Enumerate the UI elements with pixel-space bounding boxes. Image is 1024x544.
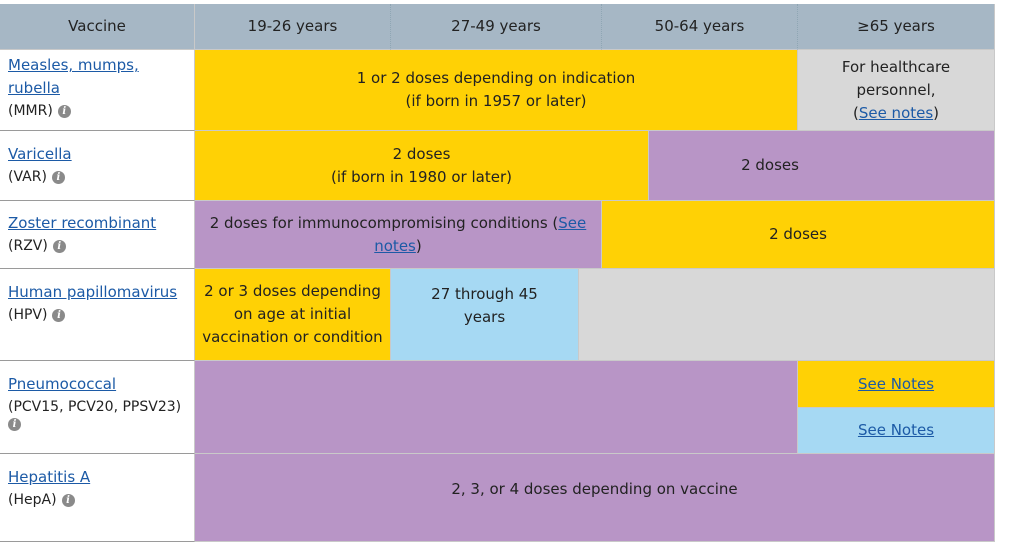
- hepa-abbr: (HepA) i: [8, 489, 75, 511]
- mmr-main-line1: 1 or 2 doses depending on indication: [356, 69, 636, 87]
- varicella-abbr-text: (VAR): [8, 169, 47, 185]
- zoster-immunocompromised-cell: 2 doses for immunocompromising condition…: [195, 201, 602, 269]
- hepa-dose-cell: 2, 3, or 4 doses depending on vaccine: [195, 454, 995, 542]
- pneumococcal-info: i: [8, 418, 21, 431]
- mmr-side-line2: personnel,: [856, 80, 936, 99]
- hpv-dose-cell-blue: 27 through 45 years: [391, 269, 579, 361]
- varicella-abbr: (VAR) i: [8, 166, 65, 188]
- mmr-link[interactable]: Measles, mumps, rubella: [8, 54, 139, 100]
- zoster-left-close: ): [415, 236, 422, 255]
- pneumococcal-see-notes-yellow[interactable]: See Notes: [857, 374, 935, 393]
- vaccine-name-pneumococcal: Pneumococcal (PCV15, PCV20, PPSV23) i: [0, 361, 195, 454]
- zoster-dose-cell: 2 doses: [602, 201, 995, 269]
- mmr-name-line2: rubella: [8, 79, 60, 97]
- mmr-side-close: ): [933, 103, 940, 122]
- header-age-65-plus: ≥65 years: [798, 4, 995, 50]
- header-vaccine: Vaccine: [0, 4, 195, 50]
- zoster-see-link[interactable]: See: [558, 213, 587, 232]
- varicella-dose-cell-yellow: 2 doses (if born in 1980 or later): [195, 131, 649, 201]
- hepa-link[interactable]: Hepatitis A: [8, 468, 91, 486]
- mmr-abbr-text: (MMR): [8, 103, 53, 119]
- hpv-abbr: (HPV) i: [8, 304, 66, 326]
- pneumococcal-blue-cell: See Notes: [798, 408, 995, 454]
- pneumococcal-yellow-cell: See Notes: [798, 361, 995, 408]
- mmr-65-cell: For healthcare personnel, (See notes): [798, 50, 995, 131]
- zoster-left-text: 2 doses for immunocompromising condition…: [210, 212, 587, 258]
- vaccine-name-hpv: Human papillomavirus (HPV) i: [0, 269, 195, 361]
- info-circle-icon[interactable]: i: [57, 104, 71, 118]
- info-circle-icon[interactable]: i: [52, 308, 66, 322]
- hpv-left-line3: vaccination or condition: [202, 328, 383, 346]
- vaccine-name-mmr: Measles, mumps, rubella (MMR) i: [0, 50, 195, 131]
- vaccine-name-varicella: Varicella (VAR) i: [0, 131, 195, 201]
- info-circle-icon[interactable]: i: [51, 170, 65, 184]
- hpv-left-line2: on age at initial: [233, 305, 352, 323]
- hpv-dose-cell-yellow: 2 or 3 doses depending on age at initial…: [195, 269, 391, 361]
- hepa-abbr-text: (HepA): [8, 492, 57, 508]
- hpv-abbr-text: (HPV): [8, 307, 48, 323]
- mmr-see-notes-link[interactable]: See notes: [858, 103, 934, 122]
- varicella-link[interactable]: Varicella: [8, 145, 72, 163]
- pneumococcal-link[interactable]: Pneumococcal: [8, 375, 117, 393]
- zoster-notes-link[interactable]: notes: [374, 236, 416, 255]
- hpv-left-line1: 2 or 3 doses depending: [204, 282, 381, 300]
- mmr-name-line1: Measles, mumps,: [8, 56, 139, 74]
- zoster-abbr-text: (RZV): [8, 238, 48, 254]
- zoster-left-main: 2 doses for immunocompromising condition…: [209, 213, 559, 232]
- mmr-side-line1: For healthcare: [841, 57, 951, 76]
- hpv-mid-line2: years: [463, 307, 506, 326]
- zoster-link[interactable]: Zoster recombinant: [8, 214, 157, 232]
- info-circle-icon[interactable]: i: [61, 493, 75, 507]
- mmr-abbr: (MMR) i: [8, 100, 71, 122]
- hpv-link[interactable]: Human papillomavirus: [8, 283, 178, 301]
- info-circle-icon[interactable]: i: [8, 418, 21, 431]
- mmr-side-line3: (See notes): [853, 102, 939, 125]
- mmr-main-line2: (if born in 1957 or later): [405, 92, 587, 110]
- pneumococcal-purple-cell: [195, 361, 798, 454]
- mmr-dose-cell: 1 or 2 doses depending on indication (if…: [195, 50, 798, 131]
- pneumococcal-see-notes-blue[interactable]: See Notes: [857, 421, 935, 439]
- zoster-abbr: (RZV) i: [8, 235, 66, 257]
- mmr-side-open: (: [852, 103, 859, 122]
- hpv-not-recommended-cell: [579, 269, 995, 361]
- varicella-left-line2: (if born in 1980 or later): [331, 167, 512, 186]
- vaccine-name-hepa: Hepatitis A (HepA) i: [0, 454, 195, 542]
- pneumococcal-abbr-text: (PCV15, PCV20, PPSV23): [8, 399, 182, 415]
- info-circle-icon[interactable]: i: [52, 239, 66, 253]
- vaccine-name-zoster: Zoster recombinant (RZV) i: [0, 201, 195, 269]
- header-age-19-26: 19-26 years: [195, 4, 391, 50]
- hpv-mid-line1: 27 through 45: [431, 284, 538, 303]
- vaccine-schedule-table: Vaccine 19-26 years 27-49 years 50-64 ye…: [0, 4, 995, 544]
- header-age-50-64: 50-64 years: [602, 4, 798, 50]
- header-age-27-49: 27-49 years: [391, 4, 602, 50]
- varicella-left-line1: 2 doses: [392, 144, 451, 163]
